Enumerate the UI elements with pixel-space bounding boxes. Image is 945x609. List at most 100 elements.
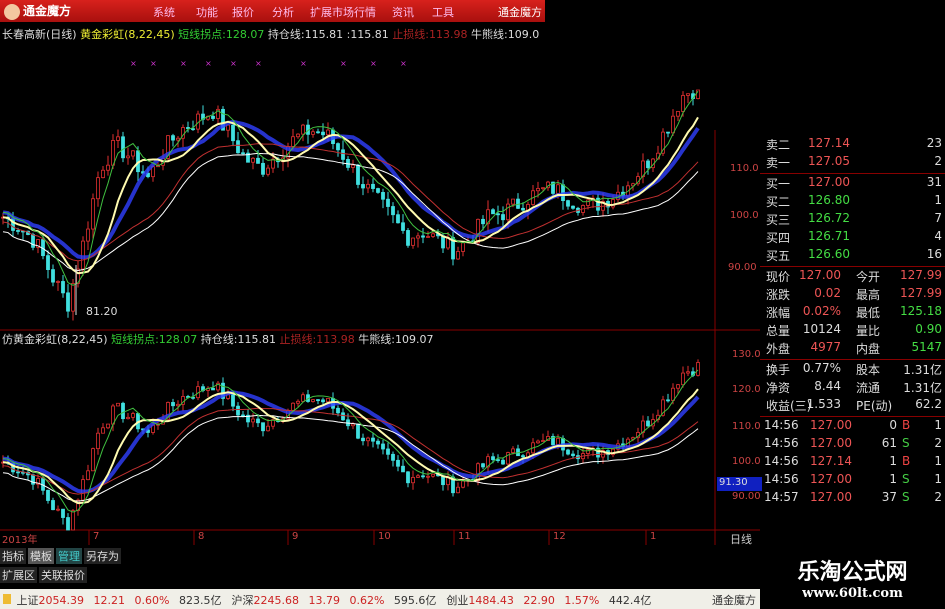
candle-body <box>301 124 305 135</box>
menu-quote[interactable]: 报价 <box>232 6 254 19</box>
bull-label: 牛熊线: <box>358 333 395 346</box>
candle-body <box>56 508 60 511</box>
info-label: 流通 <box>856 381 881 395</box>
signal-marker: × <box>230 59 237 68</box>
candle-body <box>261 422 265 432</box>
upper-axis-label: 90.00 <box>728 262 757 273</box>
slow-line <box>2 414 699 502</box>
candle-body <box>566 200 570 207</box>
hold-value: 115.81 <box>237 333 277 346</box>
candle-body <box>596 447 600 458</box>
candle-body <box>121 136 125 159</box>
tab-extension-area[interactable]: 扩展区 <box>0 567 37 583</box>
candle-body <box>296 400 300 404</box>
tab-related-quotes[interactable]: 关联报价 <box>39 567 87 583</box>
candle-body <box>166 402 170 420</box>
candle-body <box>341 412 345 421</box>
candle-body <box>101 427 105 434</box>
bid-row: 买一 127.00 31 <box>760 175 945 192</box>
signal-marker: × <box>150 59 157 68</box>
stop-label: 止损线: <box>279 333 317 346</box>
date-label: 7 <box>93 531 100 542</box>
candle-body <box>586 199 590 206</box>
hold-label: 持仓线: <box>267 28 305 41</box>
candle-body <box>371 183 375 189</box>
candle-body <box>476 218 480 244</box>
candle-body <box>96 177 100 200</box>
candle-body <box>51 500 55 511</box>
candle-body <box>641 160 645 177</box>
candle-body <box>501 214 505 221</box>
candle-body <box>646 160 650 169</box>
tick-price: 127.00 <box>810 490 852 504</box>
candle-body <box>221 382 225 399</box>
candle-body <box>386 198 390 207</box>
bottom-tabs: 指标 模板 管理 另存为 <box>0 548 760 564</box>
menu-system[interactable]: 系统 <box>153 6 175 19</box>
indicator-name: 仿黄金彩虹(8,22,45) <box>2 333 108 346</box>
candle-body <box>296 133 300 138</box>
candle-body <box>336 407 340 414</box>
bid-price: 126.71 <box>808 229 850 243</box>
candle-body <box>411 477 415 484</box>
lower-indicator-header: 仿黄金彩虹(8,22,45) 短线拐点:128.07 持仓线:115.81 止损… <box>2 331 433 347</box>
candle-body <box>376 440 380 445</box>
candle-body <box>501 459 505 465</box>
candle-body <box>106 164 110 171</box>
candle-body <box>61 281 65 294</box>
candle-body <box>556 438 560 446</box>
bull-value: 109.07 <box>394 333 434 346</box>
candle-body <box>61 508 65 518</box>
menu-function[interactable]: 功能 <box>196 6 218 19</box>
candle-body <box>356 164 360 185</box>
candle-body <box>456 251 460 260</box>
candle-body <box>541 187 545 190</box>
tab-save-as[interactable]: 另存为 <box>84 548 121 564</box>
bid-price: 127.00 <box>808 175 850 189</box>
menu-analysis[interactable]: 分析 <box>272 6 294 19</box>
index-1[interactable]: 沪深2245.68 13.79 0.62% 595.6亿 <box>231 594 436 607</box>
tick-count: 2 <box>934 436 942 450</box>
stop-value: 113.98 <box>316 333 355 346</box>
index-0[interactable]: 上证2054.39 12.21 0.60% 823.5亿 <box>17 594 222 607</box>
candle-body <box>696 362 700 376</box>
tick-volume: 37 <box>881 490 897 504</box>
stat-row: 涨幅 0.02% 最低 125.18 <box>760 304 945 321</box>
signal-marker: × <box>130 59 137 68</box>
date-label: 1 <box>650 531 657 542</box>
tab-indicator[interactable]: 指标 <box>0 548 26 564</box>
candle-body <box>251 418 255 423</box>
bid-row: 买四 126.71 4 <box>760 229 945 246</box>
ask-price: 127.14 <box>808 136 850 150</box>
candle-body <box>256 157 260 164</box>
menu-extended-market[interactable]: 扩展市场行情 <box>310 6 376 19</box>
info-label: 收益(三) <box>766 399 812 413</box>
bid-label: 买三 <box>766 213 791 227</box>
ask-price: 127.05 <box>808 154 850 168</box>
stat-value: 125.18 <box>900 304 942 318</box>
tab-manage[interactable]: 管理 <box>56 548 82 564</box>
bid-price: 126.60 <box>808 247 850 261</box>
menu-tools[interactable]: 工具 <box>432 6 454 19</box>
candle-body <box>416 475 420 478</box>
candle-body <box>596 197 600 211</box>
date-label: 8 <box>198 531 205 542</box>
candle-body <box>356 423 360 439</box>
period-button[interactable]: 日线 <box>730 533 752 546</box>
tick-volume: 0 <box>889 418 897 432</box>
quote-panel: 卖二 127.14 23 卖一 127.05 2 买一 127.00 31 买二 126.80 1 买三… <box>760 130 945 548</box>
candle-body <box>291 402 295 411</box>
candle-body <box>241 152 245 155</box>
tick-side: S <box>902 436 910 450</box>
candle-body <box>571 205 575 209</box>
bull-value: 109.0 <box>507 28 540 41</box>
menu-news[interactable]: 资讯 <box>392 6 414 19</box>
tab-template[interactable]: 模板 <box>28 548 54 564</box>
indicator-name: 黄金彩虹(8,22,45) <box>80 28 175 41</box>
candle-body <box>266 167 270 175</box>
index-percent: 0.60% <box>134 594 170 607</box>
candle-body <box>671 387 675 401</box>
index-2[interactable]: 创业1484.43 22.90 1.57% 442.4亿 <box>446 594 651 607</box>
candle-body <box>666 131 670 134</box>
kline-chart[interactable]: × × × × × × × × × × <box>0 40 760 545</box>
